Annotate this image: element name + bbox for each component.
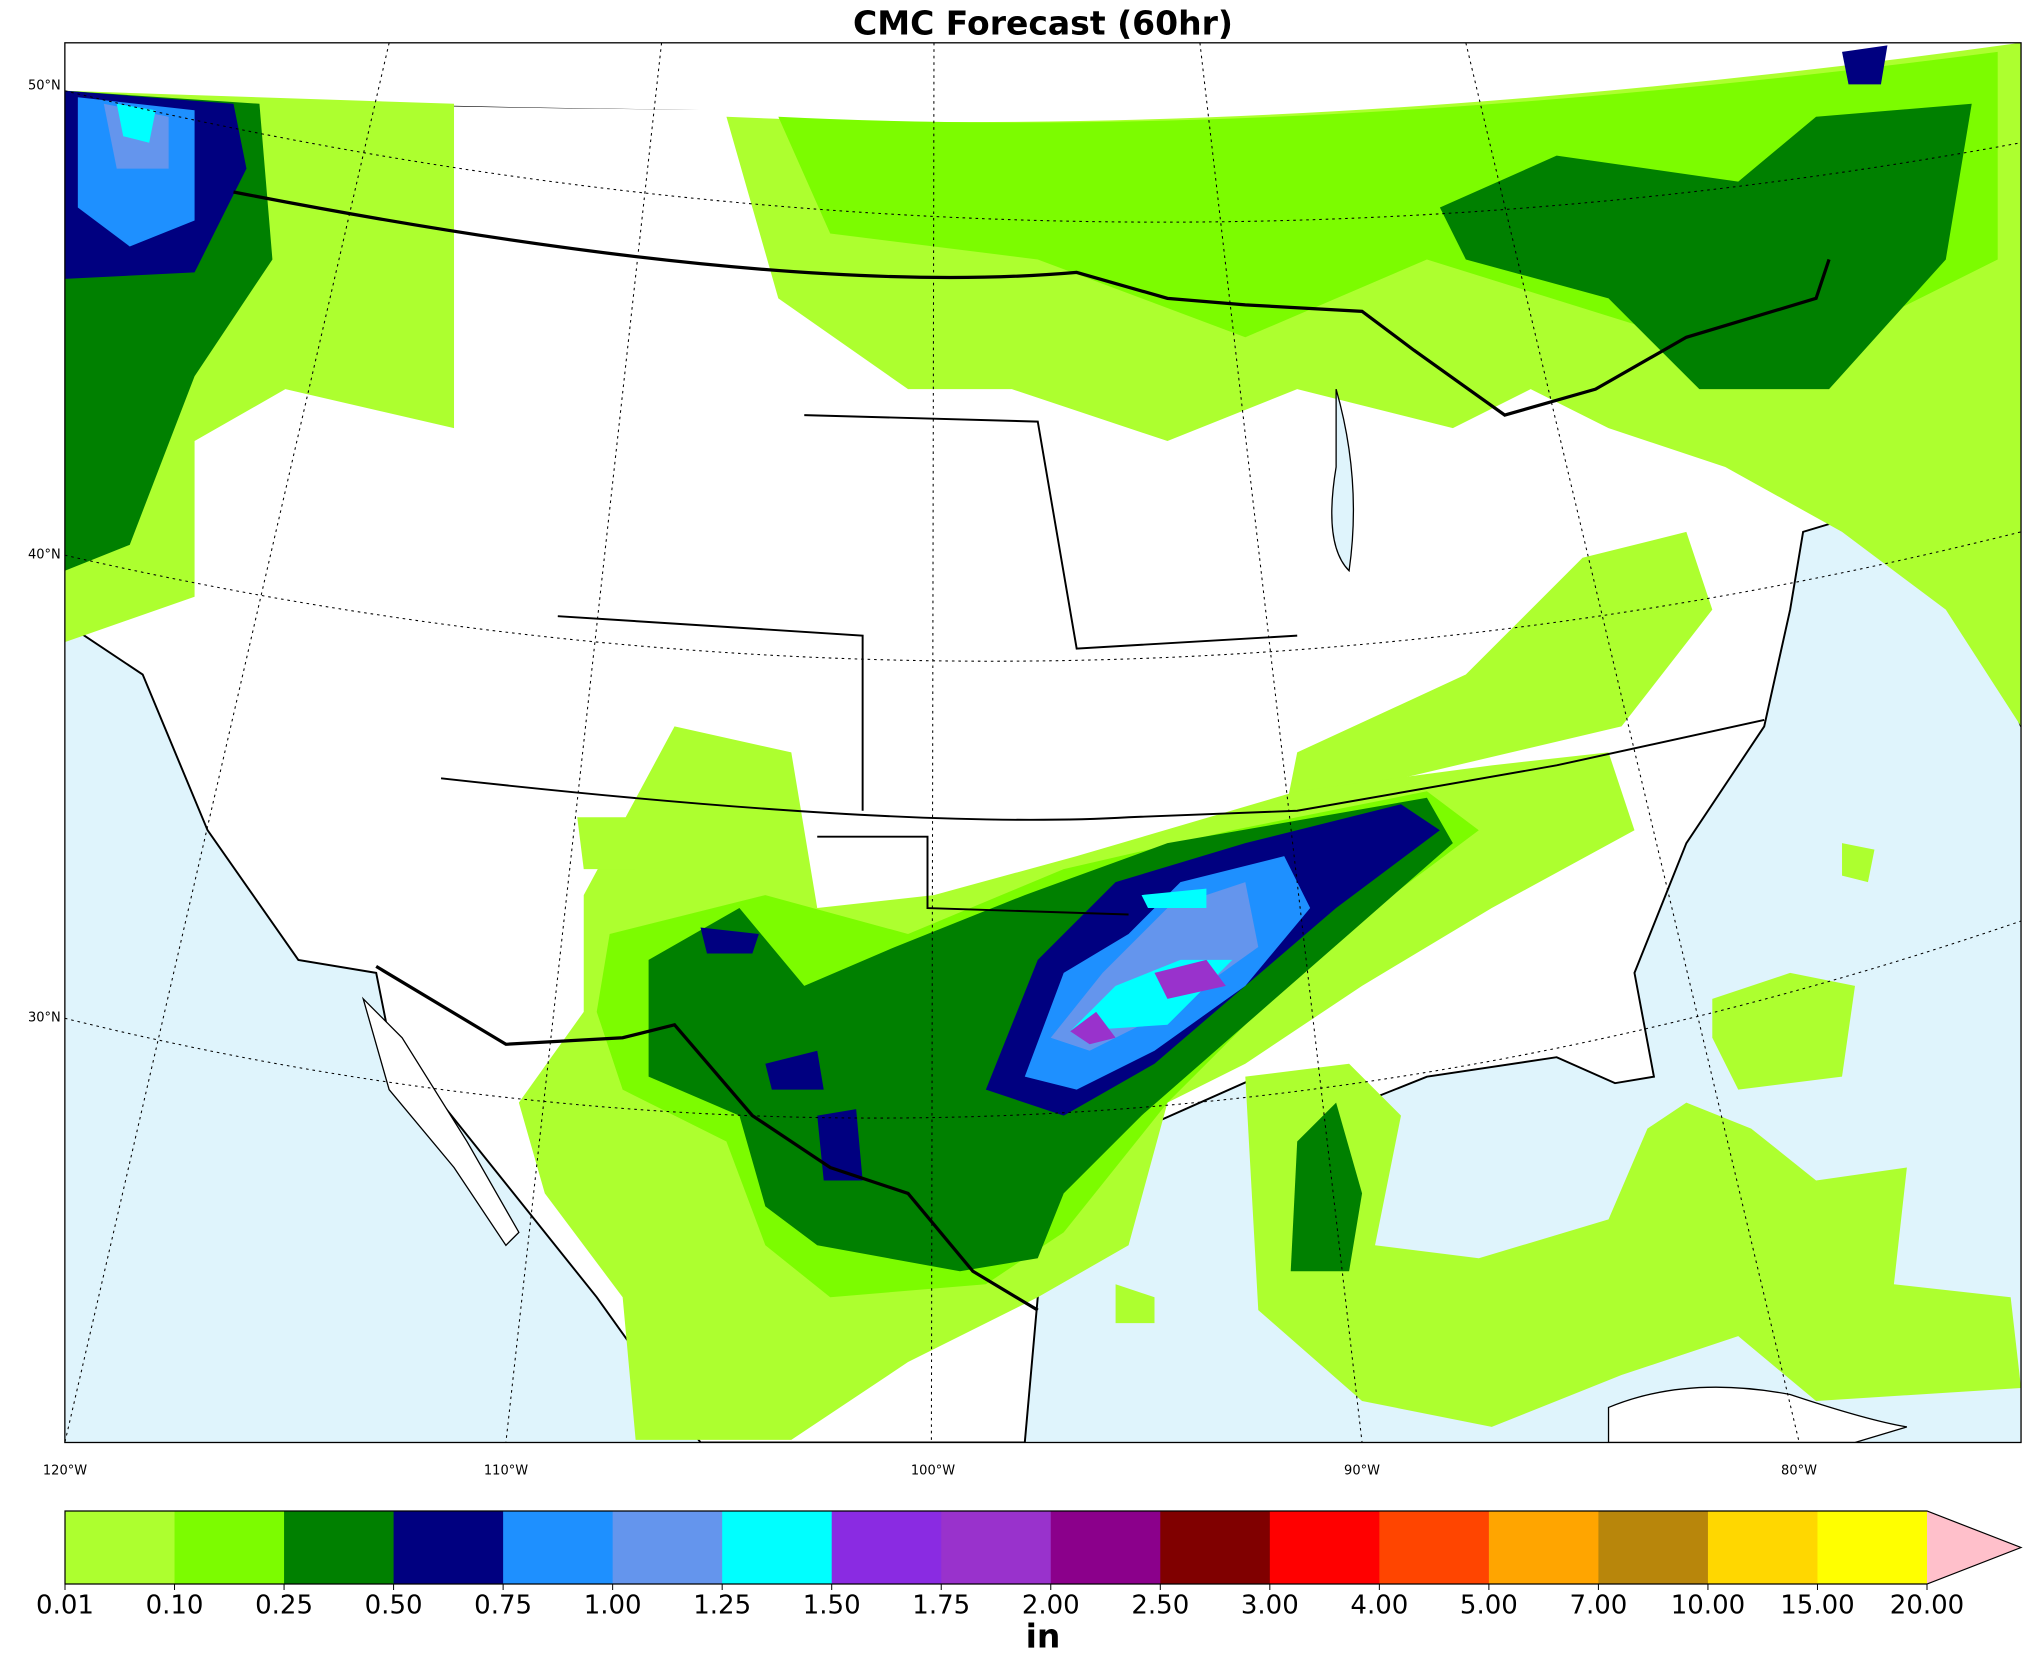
colorbar-unit: in bbox=[1026, 1617, 1061, 1656]
colorbar-tick-label: 2.00 bbox=[1022, 1591, 1080, 1621]
map bbox=[64, 42, 2022, 1444]
colorbar-tick-label: 1.25 bbox=[693, 1591, 751, 1621]
colorbar-tick-label: 15.00 bbox=[1780, 1591, 1854, 1621]
latitude-label: 40°N bbox=[28, 548, 61, 563]
colorbar-swatch bbox=[393, 1511, 504, 1584]
colorbar-swatch bbox=[1269, 1511, 1380, 1584]
cuba bbox=[1607, 1386, 1908, 1443]
colorbar-tick-label: 0.25 bbox=[255, 1591, 313, 1621]
baja bbox=[361, 996, 520, 1247]
longitude-label: 80°W bbox=[1781, 1464, 1817, 1479]
colorbar-tick-label: 1.00 bbox=[584, 1591, 642, 1621]
colorbar-swatch bbox=[1817, 1511, 1928, 1584]
colorbar-swatch bbox=[1160, 1511, 1271, 1584]
colorbar-tick-label: 0.10 bbox=[146, 1591, 204, 1621]
colorbar-tick-label: 7.00 bbox=[1569, 1591, 1627, 1621]
colorbar-tick-label: 1.75 bbox=[912, 1591, 970, 1621]
longitude-label: 100°W bbox=[911, 1464, 955, 1479]
precipitation bbox=[64, 42, 2022, 1440]
colorbar-tick-label: 2.50 bbox=[1131, 1591, 1189, 1621]
colorbar-swatch bbox=[1379, 1511, 1490, 1584]
colorbar-swatch bbox=[174, 1511, 285, 1584]
longitude-label: 120°W bbox=[43, 1464, 87, 1479]
latitude-label: 30°N bbox=[28, 1011, 61, 1026]
colorbar-tick-label: 5.00 bbox=[1460, 1591, 1518, 1621]
colorbar-swatch bbox=[941, 1511, 1052, 1584]
longitude-label: 90°W bbox=[1344, 1464, 1380, 1479]
map-frame bbox=[64, 42, 2022, 1444]
map-title: CMC Forecast (60hr) bbox=[853, 4, 1233, 43]
colorbar-swatch bbox=[1598, 1511, 1709, 1584]
colorbar-swatch bbox=[65, 1511, 176, 1584]
colorbar-tick-label: 0.75 bbox=[474, 1591, 532, 1621]
colorbar-outline bbox=[64, 1510, 2023, 1585]
colorbar-tick-label: 0.01 bbox=[36, 1591, 94, 1621]
colorbar: 0.01 0.10 0.25 0.50 0.75 1.00 1.25 1.50 1.75 2.00… bbox=[36, 1510, 2023, 1621]
graticule bbox=[64, 42, 2022, 1443]
longitude-label: 110°W bbox=[484, 1464, 528, 1479]
colorbar-swatch bbox=[1488, 1511, 1599, 1584]
colorbar-swatch bbox=[503, 1511, 614, 1584]
colorbar-tick-label: 3.00 bbox=[1241, 1591, 1299, 1621]
colorbar-tick-label: 4.00 bbox=[1350, 1591, 1408, 1621]
colorbar-tick-label: 20.00 bbox=[1890, 1591, 1964, 1621]
colorbar-swatch bbox=[1707, 1511, 1818, 1584]
colorbar-swatch bbox=[831, 1511, 942, 1584]
colorbar-tick-label: 10.00 bbox=[1671, 1591, 1745, 1621]
borders bbox=[233, 190, 1831, 1312]
colorbar-extend bbox=[1927, 1511, 2021, 1584]
longitude-labels: 120°W 110°W 100°W 90°W 80°W bbox=[43, 1464, 1817, 1479]
colorbar-swatch bbox=[612, 1511, 723, 1584]
colorbar-tick-label: 0.50 bbox=[365, 1591, 423, 1621]
colorbar-swatch bbox=[1050, 1511, 1161, 1584]
outside-projection bbox=[64, 42, 2022, 110]
latitude-labels: 50°N 40°N 30°N bbox=[28, 79, 61, 1026]
colorbar-swatch bbox=[284, 1511, 395, 1584]
colorbar-tick-label: 1.50 bbox=[803, 1591, 861, 1621]
colorbar-swatch bbox=[722, 1511, 833, 1584]
latitude-label: 50°N bbox=[28, 79, 61, 94]
